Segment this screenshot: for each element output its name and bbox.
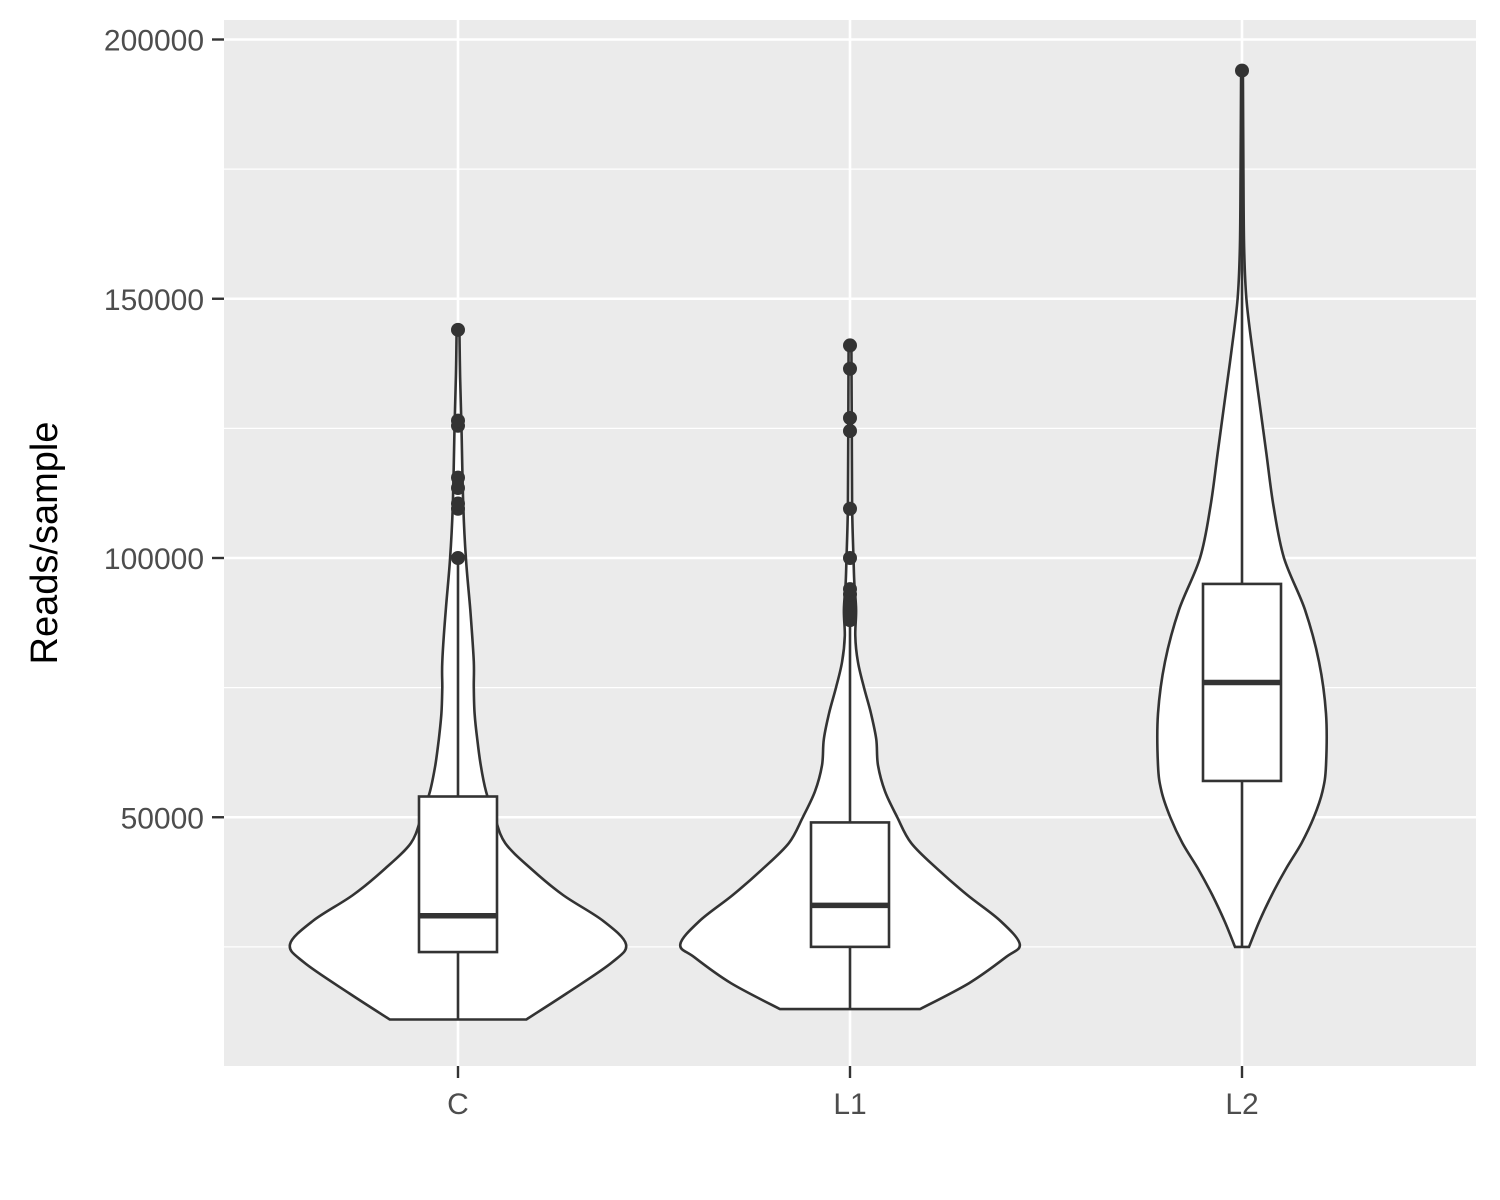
y-tick-label: 150000 [104, 284, 204, 317]
x-axis: C L1 L2 [447, 1066, 1259, 1121]
outlier-point-C [451, 322, 465, 337]
outlier-point-C [451, 470, 465, 485]
outlier-point-C [451, 481, 465, 496]
outlier-point-L1 [843, 551, 857, 565]
x-tick-label: L2 [1225, 1088, 1258, 1121]
outlier-point-C [451, 496, 465, 511]
outlier-point-L1 [843, 597, 857, 612]
outlier-point-L1 [843, 411, 857, 426]
box-C [417, 795, 499, 954]
y-tick-label: 50000 [121, 802, 204, 835]
outlier-point-L1 [843, 338, 857, 353]
outlier-point-L1 [843, 501, 857, 516]
outlier-point-C [451, 413, 465, 428]
outlier-point-L1 [843, 361, 857, 376]
outlier-point-L2 [1235, 63, 1249, 78]
box-L1 [809, 821, 891, 949]
y-axis-title: Reads/sample [24, 422, 66, 665]
outlier-point-C [451, 551, 465, 565]
outlier-point-L1 [843, 423, 857, 438]
outlier-point-L1 [843, 582, 857, 597]
x-tick-label: C [447, 1088, 469, 1121]
x-tick-label: L1 [833, 1088, 866, 1121]
y-axis: 50000 100000 150000 200000 [104, 25, 224, 835]
y-tick-label: 200000 [104, 25, 204, 58]
boxplots [417, 63, 1283, 1020]
y-tick-label: 100000 [104, 543, 204, 576]
